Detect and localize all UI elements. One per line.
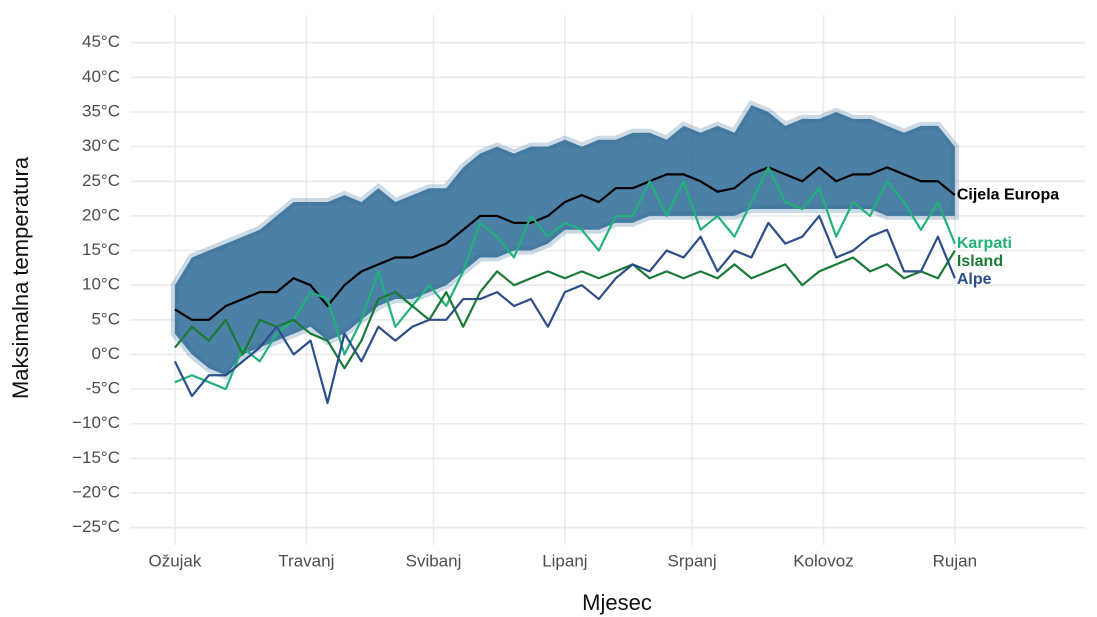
series-line [174, 166, 956, 321]
x-tick-label: Svibanj [406, 551, 462, 570]
x-tick-label: Lipanj [542, 551, 587, 570]
x-tick-label: Kolovoz [793, 551, 853, 570]
x-tick-label: Srpanj [667, 551, 716, 570]
y-tick-label: −25°C [72, 517, 120, 536]
y-tick-label: 5°C [91, 309, 120, 328]
y-axis-title: Maksimalna temperatura [8, 156, 33, 399]
x-axis-title: Mjesec [582, 590, 652, 615]
y-tick-label: -5°C [86, 379, 120, 398]
y-tick-label: 15°C [82, 240, 120, 259]
series-line [174, 166, 956, 391]
y-tick-label: −10°C [72, 413, 120, 432]
legend-label: Karpati [957, 235, 1012, 252]
y-tick-label: 20°C [82, 205, 120, 224]
x-tick-label: Rujan [933, 551, 977, 570]
y-tick-label: 45°C [82, 32, 120, 51]
legend-label: Island [957, 253, 1003, 270]
y-tick-label: 25°C [82, 171, 120, 190]
y-tick-label: −20°C [72, 483, 120, 502]
y-tick-label: −15°C [72, 448, 120, 467]
legend-label: Cijela Europa [957, 186, 1059, 203]
y-tick-label: 30°C [82, 136, 120, 155]
x-tick-label: Travanj [278, 551, 334, 570]
y-tick-label: 35°C [82, 101, 120, 120]
y-tick-label: 0°C [91, 344, 120, 363]
band [170, 100, 959, 381]
legend-label: Alpe [957, 271, 992, 288]
y-tick-label: 40°C [82, 67, 120, 86]
series-line [173, 214, 956, 405]
x-tick-label: Ožujak [148, 551, 201, 570]
series-line [174, 249, 956, 370]
y-tick-label: 10°C [82, 275, 120, 294]
